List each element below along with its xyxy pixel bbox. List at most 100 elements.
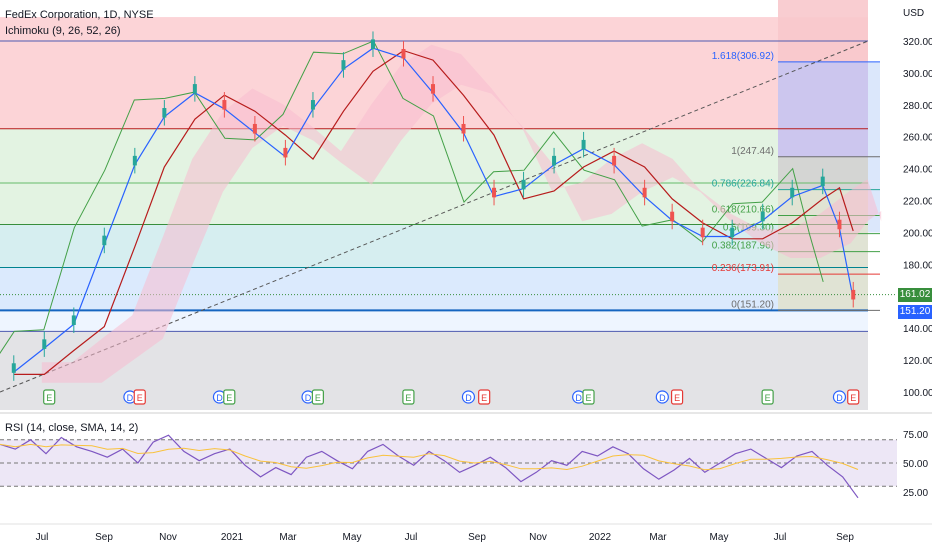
- fib-level-label: 0.236(173.91): [712, 263, 774, 274]
- x-tick-label: 2022: [589, 532, 612, 543]
- price-candle-body: [132, 155, 137, 166]
- x-tick-label: May: [710, 532, 729, 543]
- dividend-marker: [461, 390, 476, 404]
- price-candle-body: [461, 123, 466, 134]
- x-tick-label: Nov: [529, 532, 547, 543]
- kijun-line: [13, 49, 854, 375]
- event-marker-label: D: [836, 393, 843, 403]
- price-candle-body: [581, 139, 586, 150]
- price-candle-body: [851, 289, 856, 300]
- y-tick-label: 100.00: [903, 388, 932, 399]
- y-tick-label: 120.00: [903, 356, 932, 367]
- earnings-marker: [133, 389, 146, 405]
- price-candle-body: [42, 339, 47, 349]
- price-candle-body: [252, 123, 257, 134]
- y-tick-label: 240.00: [903, 165, 932, 176]
- price-candle-body: [837, 219, 842, 230]
- price-candle-body: [612, 155, 617, 166]
- rsi-y-tick-label: 50.00: [903, 459, 928, 470]
- y-tick-label: 220.00: [903, 197, 932, 208]
- price-candle-body: [341, 60, 346, 70]
- y-tick-label: 200.00: [903, 228, 932, 239]
- fib-level-label: 0.618(210.66): [712, 204, 774, 215]
- level-band: [0, 224, 868, 268]
- price-candle-body: [162, 108, 167, 118]
- price-candle-body: [730, 227, 735, 238]
- x-tick-label: Mar: [279, 532, 297, 543]
- price-candle-body: [431, 84, 436, 94]
- price-candle-body: [71, 315, 76, 325]
- x-tick-label: May: [343, 532, 362, 543]
- x-tick-label: Nov: [159, 532, 177, 543]
- fib-price-tag: 151.20: [898, 305, 932, 319]
- price-candle-body: [790, 187, 795, 198]
- last-price-tag: 161.02: [898, 288, 932, 302]
- rsi-line: [0, 434, 859, 499]
- price-candle-body: [820, 176, 825, 187]
- earnings-marker: [402, 389, 415, 405]
- x-tick-label: Sep: [468, 532, 486, 543]
- x-tick-label: Sep: [836, 532, 854, 543]
- price-candle-body: [283, 147, 288, 158]
- lagging-span-line: [0, 40, 824, 354]
- event-marker-label: E: [586, 393, 592, 403]
- x-tick-label: 2021: [221, 532, 244, 543]
- y-tick-label: 140.00: [903, 324, 932, 335]
- fib-zone-purple: [778, 61, 868, 157]
- fib-level-label: 0.382(187.96): [712, 241, 774, 252]
- earnings-marker: [43, 389, 56, 405]
- earnings-marker: [670, 389, 684, 405]
- price-candle-body: [370, 39, 375, 49]
- dividend-marker: [655, 390, 669, 404]
- price-candle-body: [310, 100, 315, 110]
- y-tick-label: 180.00: [903, 260, 932, 271]
- y-tick-label: 300.00: [903, 69, 932, 80]
- rsi-ma-line: [0, 443, 859, 471]
- rsi-title[interactable]: RSI (14, close, SMA, 14, 2): [5, 422, 139, 434]
- event-marker-label: E: [46, 393, 52, 403]
- price-candle-body: [642, 187, 647, 198]
- x-tick-label: Jul: [405, 532, 418, 543]
- x-tick-label: Jul: [36, 532, 49, 543]
- price-candle-body: [670, 211, 675, 222]
- earnings-marker: [582, 389, 595, 405]
- price-candle-body: [760, 211, 765, 222]
- event-marker-label: E: [137, 393, 143, 403]
- fib-level-label: 0(151.20): [731, 299, 774, 310]
- currency-label: USD: [903, 8, 925, 19]
- event-marker-label: D: [659, 393, 666, 403]
- rsi-y-tick-label: 25.00: [903, 488, 928, 499]
- event-marker-label: E: [850, 393, 856, 403]
- fib-level-label: 1(247.44): [731, 146, 774, 157]
- y-tick-label: 260.00: [903, 133, 932, 144]
- ichimoku-cloud: [41, 44, 882, 383]
- event-marker-label: E: [481, 393, 487, 403]
- event-marker-label: D: [216, 393, 223, 403]
- price-candle-body: [222, 100, 227, 110]
- x-tick-label: Sep: [95, 532, 113, 543]
- earnings-marker: [478, 389, 491, 405]
- tenkan-line: [13, 47, 854, 373]
- x-tick-label: Mar: [649, 532, 667, 543]
- symbol-title[interactable]: FedEx Corporation, 1D, NYSE: [5, 9, 154, 21]
- price-candle-body: [552, 155, 557, 166]
- rsi-y-tick-label: 75.00: [903, 430, 928, 441]
- price-candle-body: [492, 187, 497, 198]
- earnings-marker: [761, 389, 774, 405]
- indicator-title[interactable]: Ichimoku (9, 26, 52, 26): [5, 25, 121, 37]
- fib-level-label: 1.618(306.92): [712, 51, 774, 62]
- event-marker-label: E: [405, 393, 411, 403]
- price-candle-body: [521, 179, 526, 190]
- event-marker-label: E: [765, 393, 771, 403]
- dividend-marker: [832, 390, 847, 404]
- x-tick-label: Jul: [774, 532, 787, 543]
- event-marker-label: E: [315, 393, 321, 403]
- level-band: [0, 310, 868, 332]
- price-candle-body: [102, 235, 107, 246]
- event-marker-label: D: [305, 393, 312, 403]
- price-candle-body: [192, 84, 197, 94]
- earnings-marker: [223, 389, 236, 405]
- event-marker-label: E: [674, 393, 680, 403]
- event-marker-label: D: [127, 393, 134, 403]
